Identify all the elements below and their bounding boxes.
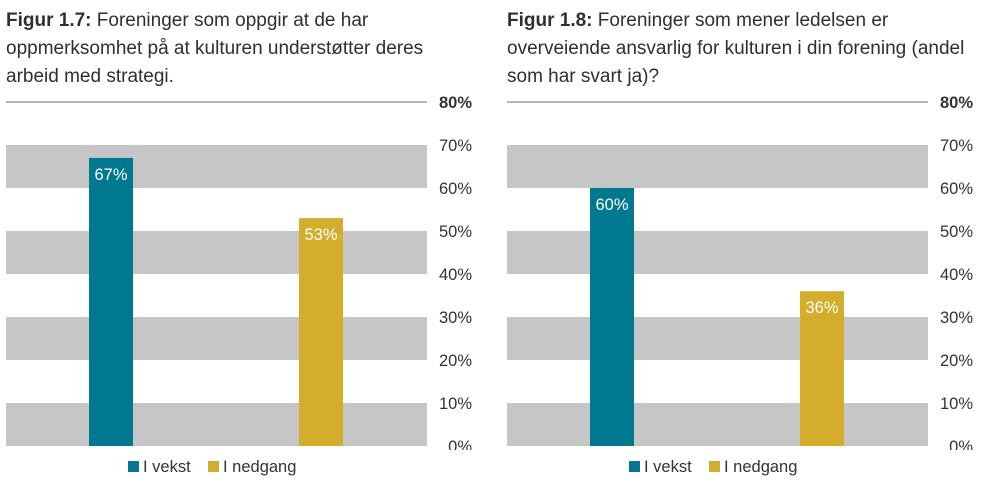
legend-label-i-nedgang: I nedgang <box>724 458 798 476</box>
legend-swatch-i-vekst <box>128 461 139 472</box>
y-tick-label: 70% <box>940 137 973 155</box>
grid-band-60-70 <box>507 145 928 188</box>
grid-band-40-50 <box>507 231 928 274</box>
figure-label: Figur 1.8: <box>507 10 593 31</box>
y-tick-label: 60% <box>940 180 973 198</box>
legend-item-i-vekst: I vekst <box>629 456 692 478</box>
grid-band-40-50 <box>6 231 427 274</box>
grid-band-0-10 <box>507 403 928 446</box>
y-tick-label: 0% <box>949 438 973 450</box>
bar-i-nedgang <box>800 291 844 446</box>
legend-label-i-vekst: I vekst <box>143 458 191 476</box>
y-tick-label: 40% <box>439 266 472 284</box>
y-tick-label: 60% <box>439 180 472 198</box>
y-tick-label: 80% <box>439 94 472 112</box>
bar-i-vekst <box>89 157 133 446</box>
chart-panel-figure-1-8: Figur 1.8: Foreninger som mener ledelsen… <box>507 0 977 482</box>
bar-value-label: 53% <box>304 226 337 244</box>
chart-title: Figur 1.8: Foreninger som mener ledelsen… <box>507 7 972 91</box>
y-tick-label: 80% <box>940 94 973 112</box>
grid-band-20-30 <box>507 317 928 360</box>
legend-label-i-vekst: I vekst <box>644 458 692 476</box>
y-tick-label: 50% <box>940 223 973 241</box>
legend-swatch-i-nedgang <box>208 461 219 472</box>
chart-panel-figure-1-7: Figur 1.7: Foreninger som oppgir at de h… <box>6 0 476 482</box>
figure-label: Figur 1.7: <box>6 10 92 31</box>
y-tick-label: 0% <box>448 438 472 450</box>
bar-value-label: 60% <box>595 196 628 214</box>
y-tick-label: 20% <box>439 352 472 370</box>
bar-chart-figure-1-7: 0% 10% 20% 30% 40% 50% 60% 70% 80% 67% 53% <box>6 94 472 450</box>
grid-band-20-30 <box>6 317 427 360</box>
y-tick-label: 40% <box>940 266 973 284</box>
legend-label-i-nedgang: I nedgang <box>223 458 297 476</box>
y-tick-label: 70% <box>439 137 472 155</box>
y-tick-label: 10% <box>940 395 973 413</box>
bar-i-vekst <box>590 188 634 446</box>
bar-value-label: 67% <box>94 166 127 184</box>
chart-title-text: Foreninger som mener ledelsen er overvei… <box>507 10 965 87</box>
y-tick-label: 30% <box>439 309 472 327</box>
y-tick-label: 50% <box>439 223 472 241</box>
bar-i-nedgang <box>299 218 343 446</box>
chart-legend: I vekst I nedgang <box>507 456 977 478</box>
chart-title-text: Foreninger som oppgir at de har oppmerks… <box>6 10 424 87</box>
legend-swatch-i-vekst <box>629 461 640 472</box>
legend-swatch-i-nedgang <box>709 461 720 472</box>
chart-title: Figur 1.7: Foreninger som oppgir at de h… <box>6 7 471 91</box>
grid-band-0-10 <box>6 403 427 446</box>
y-tick-label: 30% <box>940 309 973 327</box>
bar-chart-figure-1-8: 0% 10% 20% 30% 40% 50% 60% 70% 80% 60% 36% <box>507 94 973 450</box>
y-tick-label: 20% <box>940 352 973 370</box>
grid-band-60-70 <box>6 145 427 188</box>
legend-item-i-nedgang: I nedgang <box>208 456 296 478</box>
legend-item-i-vekst: I vekst <box>128 456 191 478</box>
legend-item-i-nedgang: I nedgang <box>709 456 797 478</box>
bar-value-label: 36% <box>805 299 838 317</box>
y-tick-label: 10% <box>439 395 472 413</box>
chart-legend: I vekst I nedgang <box>6 456 476 478</box>
